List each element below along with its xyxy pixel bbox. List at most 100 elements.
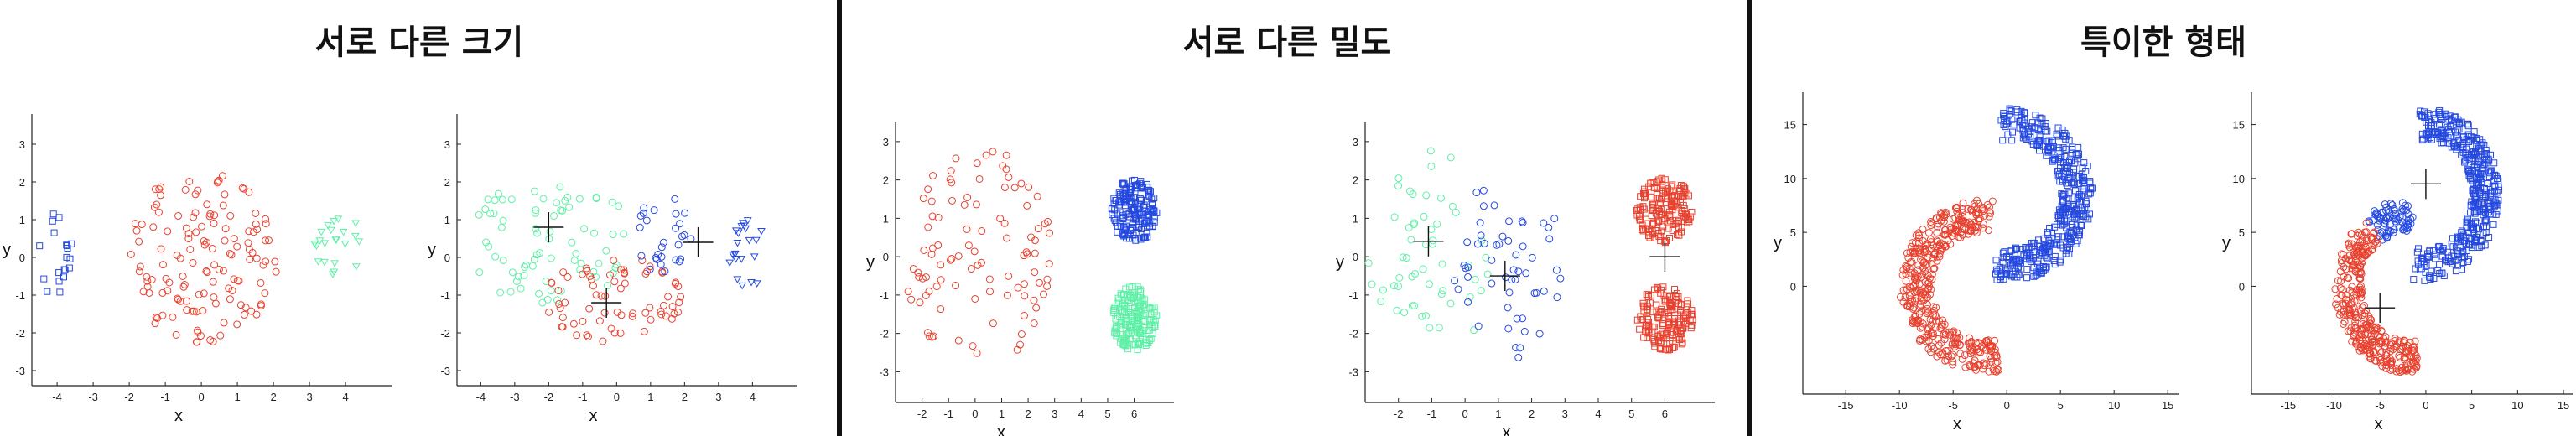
data-point-blue-square [2000,112,2007,119]
data-point-blue-circle [652,253,660,262]
data-point-red-circle [172,330,180,339]
data-point-red-square [1679,210,1686,217]
data-point-blue-square [2495,177,2502,184]
data-point-green-circle [553,199,561,207]
data-point-blue-square [2086,189,2094,197]
data-point-blue-square [2061,209,2069,216]
data-point-red-circle [183,297,191,305]
data-point-red-circle [1919,319,1927,328]
data-point-red-circle [183,306,191,314]
data-point-red-circle [2351,340,2360,348]
data-point-red-circle [929,172,937,180]
data-point-red-circle [200,289,208,298]
data-point-blue-square [2477,184,2485,191]
data-point-blue-square [2019,125,2027,132]
data-point-red-circle [1044,217,1052,226]
data-point-green-triangle [351,263,361,271]
data-point-blue-square [1125,210,1133,217]
data-point-red-circle [2340,318,2349,326]
data-point-blue-circle [1522,269,1530,278]
data-point-green-circle [547,287,555,295]
data-point-blue-circle [639,209,647,217]
data-point-blue-square [2079,207,2086,215]
data-point-red-square [1639,226,1646,233]
data-point-red-circle [1914,266,1922,274]
data-point-red-square [1644,291,1652,298]
data-point-red-circle [157,191,165,200]
data-point-red-circle [206,336,215,345]
data-point-blue-square [1119,179,1127,187]
data-point-red-circle [1958,216,1966,225]
centroid-marker [683,227,714,257]
data-point-red-circle [1935,249,1944,257]
data-point-blue-square [1143,229,1150,236]
data-point-green-circle [1394,282,1403,290]
data-point-blue-circle [652,255,661,263]
y-tick-label: -2 [879,328,889,340]
data-point-blue-square [1993,276,2001,283]
data-point-blue-square [2040,244,2048,252]
data-point-red-circle [927,197,936,205]
data-point-red-square [1665,313,1673,320]
data-point-red-circle [629,309,637,318]
data-point-red-circle [616,329,625,337]
data-point-blue-circle [2398,199,2407,207]
data-point-red-circle [1924,345,1933,353]
data-point-blue-circle [1472,189,1481,197]
data-point-red-circle [1904,254,1913,262]
data-point-green-circle [475,210,483,219]
x-tick-label: 15 [2558,399,2569,412]
data-point-blue-square [2045,148,2053,155]
data-point-blue-square [1999,137,2007,144]
data-point-blue-square [2021,109,2028,117]
data-point-blue-triangle [752,280,761,288]
data-point-blue-square [2034,257,2042,265]
data-point-red-circle [2345,306,2354,314]
data-point-blue-square [2465,138,2473,145]
data-point-red-circle [1045,260,1053,268]
data-point-blue-circle [1512,344,1520,352]
data-point-red-circle [227,251,236,259]
data-point-red-circle [2364,343,2372,351]
data-point-red-circle [2386,347,2395,356]
data-point-blue-square [1109,211,1116,219]
data-point-red-circle [1905,283,1914,291]
data-point-blue-square [2006,271,2013,278]
data-point-blue-circle [1504,304,1512,312]
data-point-blue-triangle [745,236,754,245]
data-point-blue-square [2038,269,2045,277]
centroid-marker [533,212,564,242]
data-point-blue-square [2044,229,2051,236]
data-point-red-circle [2337,257,2345,265]
data-point-blue-square [2459,148,2467,156]
data-point-blue-square [2088,184,2096,192]
data-point-red-circle [1022,248,1031,257]
data-point-blue-square [49,210,57,218]
data-point-green-circle [490,210,498,218]
data-point-red-circle [139,288,148,296]
data-point-red-circle [657,308,665,316]
data-point-green-circle [517,284,525,293]
data-point-red-square [1655,205,1663,212]
data-point-green-circle [1428,240,1436,248]
data-point-red-circle [1925,274,1934,283]
x-tick-label: -5 [2375,399,2385,412]
data-point-green-circle [546,227,554,236]
data-point-red-circle [2349,261,2357,269]
y-tick-label: 3 [444,138,450,151]
data-point-blue-circle [1462,264,1470,272]
data-point-green-circle [1394,174,1403,183]
data-point-red-circle [2356,273,2365,282]
data-point-green-circle [590,229,599,237]
data-point-red-square [1670,344,1677,351]
data-point-blue-square [2438,127,2445,134]
y-tick-label: 2 [1353,174,1358,187]
data-point-red-circle [646,304,654,312]
data-point-red-square [1685,218,1693,226]
data-point-blue-circle [2407,220,2415,228]
data-point-red-circle [253,226,262,234]
data-point-red-circle [1909,297,1917,305]
data-point-blue-square [2059,178,2067,185]
data-point-red-circle [184,235,193,243]
data-point-red-circle [1961,351,1969,360]
